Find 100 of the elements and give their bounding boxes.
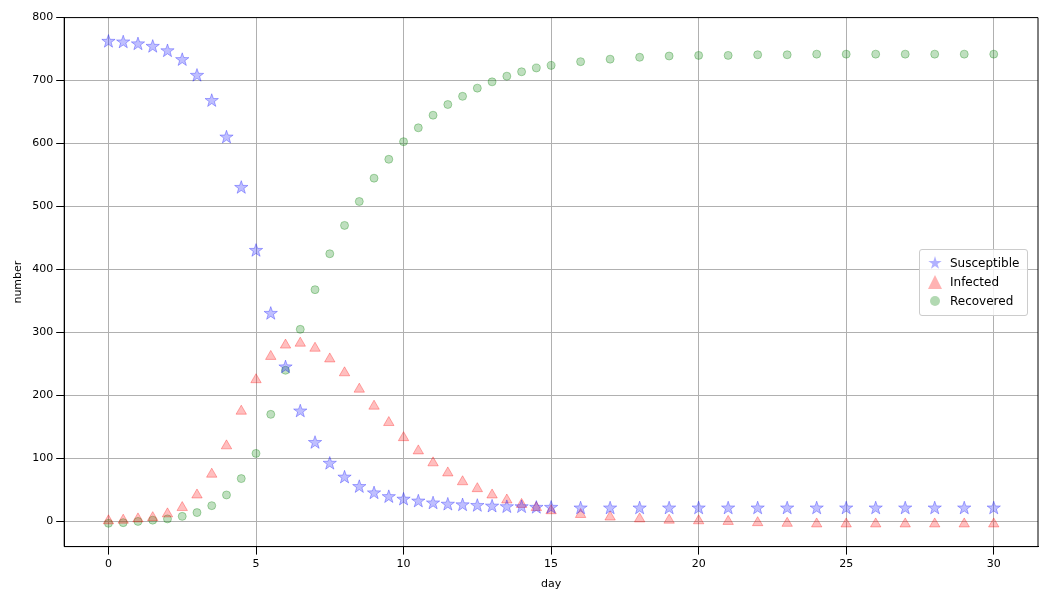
- point: [839, 500, 854, 515]
- y-axis-title: number: [11, 260, 25, 304]
- point: [499, 499, 514, 514]
- point: [458, 91, 468, 101]
- point: [222, 490, 231, 500]
- point: [781, 516, 793, 527]
- point: [810, 517, 823, 528]
- point: [959, 49, 969, 59]
- point: [958, 517, 970, 528]
- x-tick-label: 25: [839, 557, 854, 571]
- point: [322, 455, 337, 470]
- point: [279, 338, 292, 349]
- point: [117, 513, 129, 524]
- point: [470, 498, 485, 512]
- point: [161, 507, 174, 518]
- point: [930, 49, 940, 59]
- point: [250, 373, 262, 384]
- point: [543, 500, 559, 514]
- point: [573, 500, 588, 515]
- point: [722, 514, 734, 525]
- point: [383, 416, 395, 427]
- y-tick-label: 400: [32, 262, 54, 276]
- point: [840, 517, 852, 528]
- point: [602, 500, 618, 515]
- point: [191, 488, 203, 499]
- y-tick-label: 200: [32, 388, 54, 402]
- point: [101, 34, 116, 48]
- point: [337, 469, 352, 484]
- legend-label: Susceptible: [950, 256, 1020, 271]
- point: [868, 500, 883, 515]
- y-tick-label: 0: [46, 514, 54, 528]
- y-tick-label: 300: [32, 325, 54, 339]
- legend-label: Recovered: [950, 294, 1014, 309]
- point: [957, 500, 972, 515]
- point: [604, 510, 616, 521]
- point: [366, 485, 382, 500]
- point: [487, 77, 497, 87]
- point: [517, 67, 527, 77]
- point: [691, 500, 706, 515]
- point: [635, 52, 645, 62]
- y-tick-label: 600: [32, 136, 54, 150]
- x-tick-label: 15: [544, 557, 559, 571]
- x-tick-label: 20: [691, 557, 706, 571]
- point: [219, 129, 234, 144]
- point: [177, 511, 187, 521]
- point: [428, 110, 438, 120]
- point: [721, 500, 736, 515]
- point: [263, 306, 278, 320]
- point: [871, 49, 881, 59]
- point: [132, 512, 144, 523]
- point: [502, 71, 512, 81]
- point: [116, 34, 131, 49]
- point: [294, 336, 306, 347]
- point: [664, 51, 674, 61]
- point: [265, 349, 277, 360]
- point: [443, 100, 453, 110]
- point: [354, 196, 364, 206]
- point: [900, 49, 910, 59]
- point: [102, 514, 115, 525]
- point: [440, 496, 455, 511]
- point: [130, 36, 146, 51]
- point: [413, 123, 423, 133]
- point: [368, 399, 380, 410]
- point: [841, 49, 851, 59]
- y-tick-label: 100: [32, 451, 54, 465]
- point: [899, 517, 911, 528]
- point: [369, 173, 379, 183]
- point: [251, 448, 261, 458]
- point: [207, 501, 217, 511]
- x-tick-label: 30: [986, 557, 1001, 571]
- point: [751, 516, 764, 527]
- x-tick-label: 5: [252, 557, 260, 571]
- point: [632, 500, 647, 515]
- point: [353, 382, 365, 393]
- point: [989, 49, 999, 59]
- point: [278, 359, 293, 374]
- point: [325, 249, 335, 259]
- point: [486, 488, 498, 499]
- point: [189, 68, 205, 82]
- point: [663, 513, 675, 524]
- point: [661, 500, 677, 515]
- point: [471, 482, 484, 493]
- point: [929, 517, 941, 528]
- point: [204, 93, 219, 107]
- point: [546, 60, 556, 70]
- point: [898, 500, 913, 515]
- point: [235, 404, 247, 415]
- point: [352, 479, 367, 493]
- point: [396, 491, 411, 506]
- point: [381, 489, 396, 504]
- point: [160, 43, 175, 58]
- y-tick-label: 800: [32, 10, 54, 24]
- point: [412, 444, 424, 455]
- point: [425, 495, 441, 510]
- point: [411, 493, 426, 508]
- point: [176, 501, 188, 512]
- point: [399, 137, 409, 147]
- point: [293, 403, 308, 418]
- point: [753, 50, 763, 60]
- point: [145, 39, 160, 53]
